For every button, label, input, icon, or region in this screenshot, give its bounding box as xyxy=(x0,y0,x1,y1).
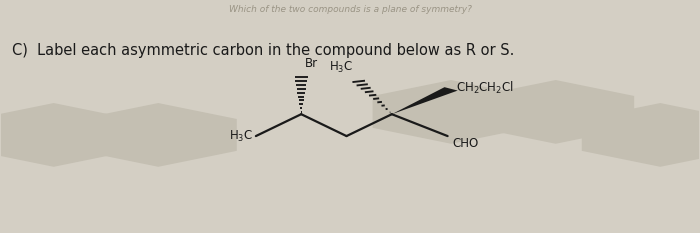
Text: H$_3$C: H$_3$C xyxy=(229,129,253,144)
Text: C)  Label each asymmetric carbon in the compound below as R or S.: C) Label each asymmetric carbon in the c… xyxy=(12,43,514,58)
Polygon shape xyxy=(372,80,530,144)
Text: CHO: CHO xyxy=(452,137,479,150)
Text: CH$_2$CH$_2$Cl: CH$_2$CH$_2$Cl xyxy=(456,80,514,96)
Polygon shape xyxy=(80,103,237,167)
Text: Br: Br xyxy=(304,58,318,70)
Polygon shape xyxy=(392,87,458,114)
Polygon shape xyxy=(0,103,132,167)
Polygon shape xyxy=(477,80,634,144)
Text: H$_3$C: H$_3$C xyxy=(330,60,354,75)
Polygon shape xyxy=(582,103,700,167)
Text: Which of the two compounds is a plane of symmetry?: Which of the two compounds is a plane of… xyxy=(229,5,471,14)
